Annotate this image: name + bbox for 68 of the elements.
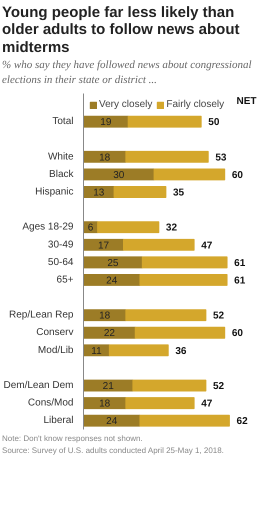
bar bbox=[125, 309, 206, 322]
y-tick-label: Conserv bbox=[36, 327, 74, 338]
total-label: 36 bbox=[175, 346, 187, 357]
total-label: 50 bbox=[208, 117, 220, 128]
chart-title: Young people far less likely than older adults to follow news about midterms bbox=[2, 4, 241, 56]
legend-label: Very closely bbox=[99, 99, 152, 110]
y-tick-label: Hispanic bbox=[35, 186, 74, 198]
data-label: 11 bbox=[91, 346, 102, 357]
y-tick-label: Liberal bbox=[43, 415, 74, 426]
data-label: 6 bbox=[88, 222, 94, 234]
data-label: 13 bbox=[93, 188, 105, 199]
total-label: 35 bbox=[172, 188, 185, 199]
bar bbox=[125, 151, 209, 163]
y-tick-label: White bbox=[48, 151, 74, 162]
bar bbox=[84, 274, 140, 286]
bar bbox=[139, 274, 228, 286]
bar bbox=[123, 238, 195, 251]
data-label: 24 bbox=[106, 276, 118, 287]
bar bbox=[84, 380, 134, 392]
y-tick-label: 50-64 bbox=[48, 257, 74, 268]
y-tick-label: Cons/Mod bbox=[28, 398, 74, 409]
bar bbox=[142, 256, 228, 268]
data-label: 19 bbox=[100, 117, 112, 128]
bar bbox=[128, 116, 202, 128]
bar bbox=[84, 168, 155, 181]
bar bbox=[125, 397, 195, 410]
data-label: 17 bbox=[98, 240, 110, 252]
data-label: 30 bbox=[113, 170, 125, 182]
y-tick-label: Mod/Lib bbox=[38, 344, 74, 356]
y-tick-label: Total bbox=[52, 116, 74, 128]
text: NET bbox=[236, 96, 257, 108]
y-tick-label: 65+ bbox=[56, 274, 74, 286]
total-label: 47 bbox=[201, 398, 213, 410]
bar bbox=[154, 168, 226, 181]
bar bbox=[139, 414, 230, 427]
total-label: 53 bbox=[215, 152, 227, 164]
chart-subtitle: % who say they have followed news about congressional elections in their state or district ... bbox=[2, 58, 253, 88]
data-label: 25 bbox=[107, 258, 119, 270]
total-label: 60 bbox=[232, 170, 244, 182]
bar bbox=[84, 116, 129, 128]
bar bbox=[132, 380, 206, 392]
bar bbox=[134, 326, 226, 339]
total-label: 47 bbox=[201, 240, 213, 252]
y-tick-label: Black bbox=[49, 169, 74, 180]
total-label: 61 bbox=[234, 276, 246, 287]
data-label: 21 bbox=[102, 381, 114, 392]
y-tick-label: Dem/Lean Dem bbox=[3, 380, 74, 392]
y-tick-label: 30-49 bbox=[48, 239, 74, 250]
total-label: 61 bbox=[234, 258, 246, 270]
total-label: 62 bbox=[236, 416, 248, 428]
bar bbox=[114, 186, 166, 198]
bar bbox=[84, 256, 143, 268]
total-label: 60 bbox=[232, 328, 244, 340]
total-label: 32 bbox=[166, 222, 178, 234]
data-label: 18 bbox=[99, 398, 111, 410]
bar bbox=[97, 221, 160, 234]
data-label: 18 bbox=[99, 152, 111, 164]
y-tick-label: Rep/Lean Rep bbox=[9, 310, 74, 321]
total-label: 52 bbox=[212, 381, 225, 392]
data-label: 22 bbox=[104, 328, 116, 340]
bar bbox=[108, 344, 169, 356]
text: Note: Don't know responses not shown. bbox=[2, 434, 143, 444]
legend-label: Fairly closely bbox=[166, 99, 224, 110]
y-tick-label: Ages 18-29 bbox=[22, 222, 74, 233]
total-label: 52 bbox=[212, 310, 225, 322]
source-note: Source: Survey of U.S. adults conducted April 25-May 1, 2018. bbox=[2, 446, 224, 455]
data-label: 18 bbox=[99, 310, 111, 322]
data-label: 24 bbox=[106, 416, 118, 428]
